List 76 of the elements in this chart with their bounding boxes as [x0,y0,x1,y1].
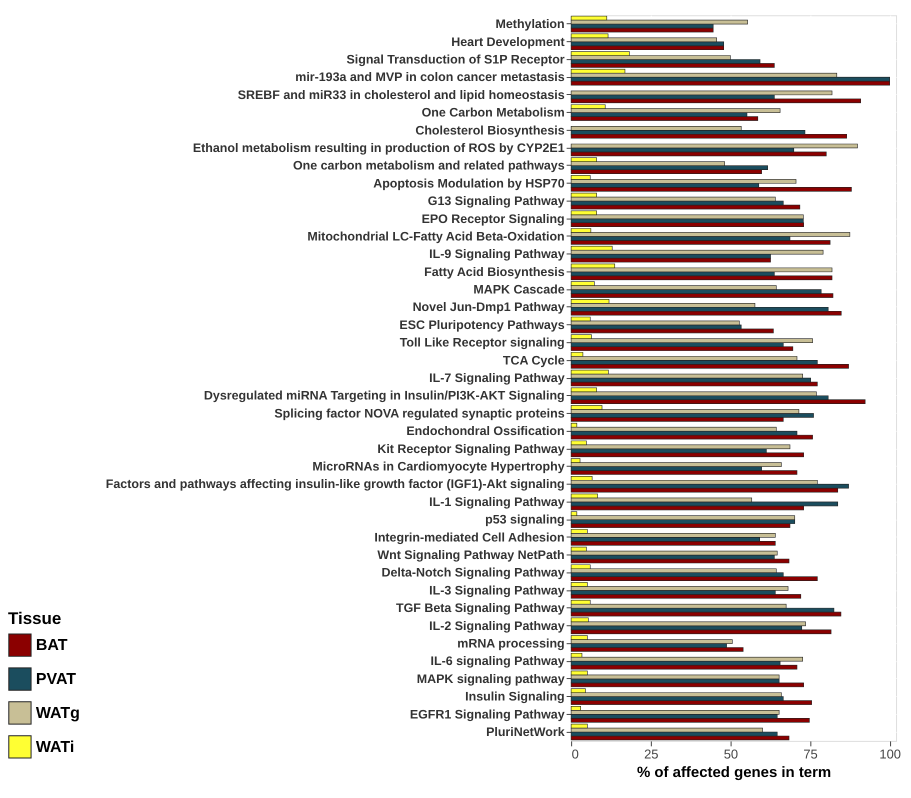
y-tick-label: Cholesterol Biosynthesis [415,123,565,138]
y-tick-label: Apoptosis Modulation by HSP70 [373,176,565,190]
y-tick-label: One carbon metabolism and related pathways [293,158,565,173]
y-tick-label: p53 signaling [485,512,565,527]
y-tick-label: Insulin Signaling [465,690,565,704]
bar [570,320,740,326]
y-tick-label: IL-1 Signaling Pathway [429,494,565,509]
y-tick-label: Mitochondrial LC-Fatty Acid Beta-Oxidation [307,229,565,244]
y-tick-label: IL-3 Signaling Pathway [429,583,565,598]
legend-label: PVAT [36,671,76,688]
y-tick-label: Toll Like Receptor signaling [400,336,565,350]
bar [570,674,780,680]
bar [570,179,796,184]
y-tick-label: Kit Receptor Signaling Pathway [377,442,565,456]
bar [570,533,776,538]
bar [570,692,782,697]
y-tick-label: SREBF and miR33 in cholesterol and lipid homeostasis [238,88,565,102]
x-tick-label: 50 [724,746,738,762]
x-tick-label: 25 [644,746,658,762]
y-tick-label: Delta-Notch Signaling Pathway [382,566,565,580]
y-tick-label: Splicing factor NOVA regulated synaptic proteins [274,406,565,420]
x-axis-title: % of affected genes in term [636,764,832,782]
y-tick-label: MAPK signaling pathway [416,672,565,686]
x-tick-label: 0 [572,746,579,762]
y-tick-label: IL-7 Signaling Pathway [429,371,565,386]
y-tick-label: ESC Pluripotency Pathways [399,318,565,332]
y-tick-label: Ethanol metabolism resulting in production of ROS by CYP2E1 [192,140,565,155]
bar [570,515,796,520]
y-tick-label: Integrin-mediated Cell Adhesion [374,530,565,544]
y-tick-label: Methylation [496,17,565,32]
y-tick-label: MAPK Cascade [473,282,565,297]
bar [570,550,778,556]
bar [570,232,850,237]
bar [570,462,782,467]
y-tick-label: MicroRNAs in Cardiomyocyte Hypertrophy [312,460,565,474]
y-tick-label: EPO Receptor Signaling [422,212,565,226]
bar [570,639,733,644]
y-tick-label: Factors and pathways affecting insulin-like growth factor (IGF1)-Akt signaling [106,477,565,492]
bar [570,20,748,24]
bar [570,444,790,450]
bar [570,108,780,113]
y-tick-label: TGF Beta Signaling Pathway [396,601,565,616]
bar [570,710,780,715]
legend-label: WATg [36,704,80,722]
x-tick-label: 75 [803,746,818,762]
bar [570,214,804,220]
y-tick-label: Novel Jun-Dmp1 Pathway [412,300,565,314]
bar [570,165,768,170]
bar [570,656,804,662]
y-tick-label: Heart Development [451,34,565,49]
bar [570,622,806,626]
bar [570,90,832,96]
x-tick-label: 100 [879,746,901,762]
y-tick-label: mir-193a and MVP in colon cancer metastasis [295,70,565,84]
bar [570,144,858,148]
bar [570,268,832,272]
y-tick-label: Dysregulated miRNA Targeting in Insulin/PI3K-AKT Signaling [204,388,565,403]
y-tick-label: mRNA processing [457,636,565,651]
y-tick-label: One Carbon Metabolism [422,106,565,120]
y-tick-label: G13 Signaling Pathway [428,194,565,208]
bar [570,586,788,591]
y-tick-label: IL-2 Signaling Pathway [429,618,565,633]
y-tick-label: Fatty Acid Biosynthesis [424,264,565,279]
bar [570,250,824,254]
y-tick-label: PluriNetWork [486,724,565,739]
bar [570,338,813,343]
y-tick-label: IL-9 Signaling Pathway [429,247,565,262]
y-tick-label: IL-6 signaling Pathway [430,654,565,668]
y-tick-label: Signal Transduction of S1P Receptor [346,52,565,66]
legend-title: Tissue [8,609,62,628]
legend-label: BAT [36,637,68,654]
y-tick-label: TCA Cycle [502,353,565,368]
y-tick-label: Endochondral Ossification [406,424,565,438]
legend-label: WATi [36,738,74,756]
y-tick-label: EGFR1 Signaling Pathway [410,707,565,722]
y-tick-label: Wnt Signaling Pathway NetPath [377,548,565,562]
